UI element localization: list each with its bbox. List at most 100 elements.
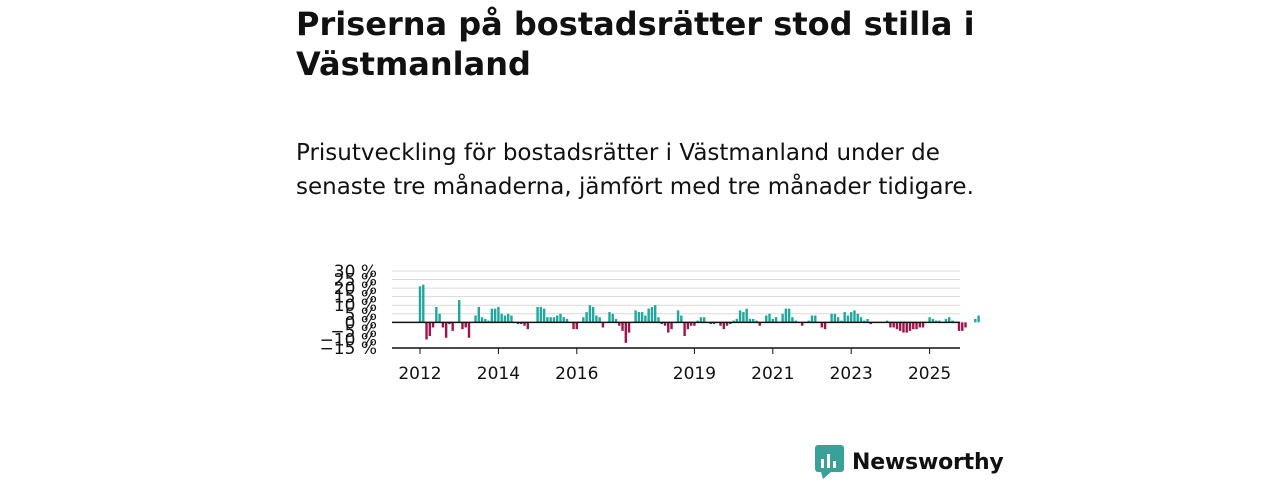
data-bar [732, 320, 735, 323]
data-bar [784, 308, 788, 323]
data-bar [441, 322, 445, 328]
data-bar [650, 306, 654, 323]
x-tick-label: 2019 [673, 364, 716, 384]
data-bar [912, 322, 915, 330]
data-bar [490, 308, 494, 323]
data-bar [624, 322, 627, 343]
data-bar [823, 322, 827, 330]
x-tick-label: 2025 [908, 364, 951, 384]
data-bar [745, 308, 748, 323]
data-bar [905, 322, 908, 333]
data-bar [735, 318, 739, 323]
chart-title: Priserna på bostadsrätter stod stilla i … [296, 5, 975, 83]
data-bar [758, 322, 761, 326]
data-bar [964, 322, 967, 328]
axes [392, 321, 960, 354]
y-tick-label: 10 % [334, 296, 377, 316]
data-bar [752, 318, 755, 323]
data-bar [722, 322, 725, 330]
data-bar [448, 322, 451, 325]
data-bar [787, 308, 791, 323]
grid-lines [392, 270, 960, 315]
y-tick-label: 15 % [334, 288, 377, 308]
data-bar [948, 317, 951, 323]
data-bar [889, 322, 892, 328]
data-bar [774, 317, 778, 323]
data-bar [588, 305, 592, 323]
data-bar [957, 322, 961, 331]
labels: −15 %−10 %−5 %0 %5 %10 %15 %20 %25 %30 %… [320, 262, 952, 384]
data-bar [820, 322, 823, 328]
data-bar [768, 313, 771, 323]
data-bar [781, 313, 784, 323]
data-bar [637, 312, 641, 323]
data-bar [516, 322, 520, 325]
data-bar [853, 310, 856, 323]
data-bar [477, 306, 480, 323]
data-bar [559, 313, 562, 323]
y-tick-label: 25 % [334, 271, 377, 291]
data-bar [686, 322, 690, 330]
data-bar [807, 320, 810, 323]
x-tick-label: 2014 [477, 364, 520, 384]
data-bar [977, 315, 980, 323]
x-tick-label: 2023 [830, 364, 873, 384]
data-bar [549, 317, 552, 323]
data-bar [902, 322, 905, 333]
data-bar [618, 322, 621, 326]
data-bar [431, 322, 435, 328]
data-bar [974, 318, 977, 323]
data-bar [667, 322, 670, 333]
data-bar [836, 317, 840, 323]
data-bar [497, 306, 500, 323]
data-bar [915, 322, 918, 330]
y-tick-label: 20 % [334, 279, 377, 299]
data-bar [846, 315, 850, 323]
data-bar [614, 318, 618, 323]
data-bar [539, 306, 543, 323]
data-bar [467, 322, 471, 338]
data-bar [748, 318, 752, 323]
y-tick-label: −10 % [320, 330, 377, 350]
newsworthy-logo-icon [815, 445, 844, 479]
data-bar [418, 286, 422, 323]
data-bar [918, 322, 921, 328]
data-bar [928, 317, 931, 323]
x-tick-label: 2016 [555, 364, 598, 384]
data-bar [660, 322, 663, 325]
data-bar [425, 322, 428, 340]
data-bar [464, 322, 467, 328]
data-bar [934, 320, 938, 323]
data-bar [676, 310, 680, 323]
data-bar [771, 318, 774, 323]
data-bar [591, 306, 595, 323]
data-bar [422, 284, 425, 323]
data-bar [866, 318, 869, 323]
data-bar [556, 315, 559, 323]
data-bar [451, 322, 454, 331]
data-bar [680, 315, 683, 323]
y-tick-label: 5 % [345, 305, 377, 325]
data-bar [738, 310, 742, 323]
brand-name: Newsworthy [852, 449, 1004, 475]
data-bar [435, 306, 438, 323]
data-bar [582, 317, 585, 323]
data-bar [438, 313, 441, 323]
data-bar [480, 317, 484, 323]
data-bar [552, 317, 556, 323]
data-bar [526, 322, 529, 330]
data-bar [647, 308, 650, 323]
data-bar [627, 322, 631, 333]
data-bar [608, 312, 611, 323]
data-bar [565, 318, 569, 323]
chart-subtitle: Prisutveckling för bostadsrätter i Västm… [296, 140, 974, 200]
data-bar [654, 305, 657, 323]
data-bar [709, 322, 712, 325]
data-bar [507, 313, 510, 323]
data-bar [683, 322, 686, 337]
data-bar [510, 315, 513, 323]
data-bar [856, 313, 859, 323]
data-bar [575, 322, 578, 330]
data-bar [572, 322, 575, 330]
data-bar [830, 313, 833, 323]
